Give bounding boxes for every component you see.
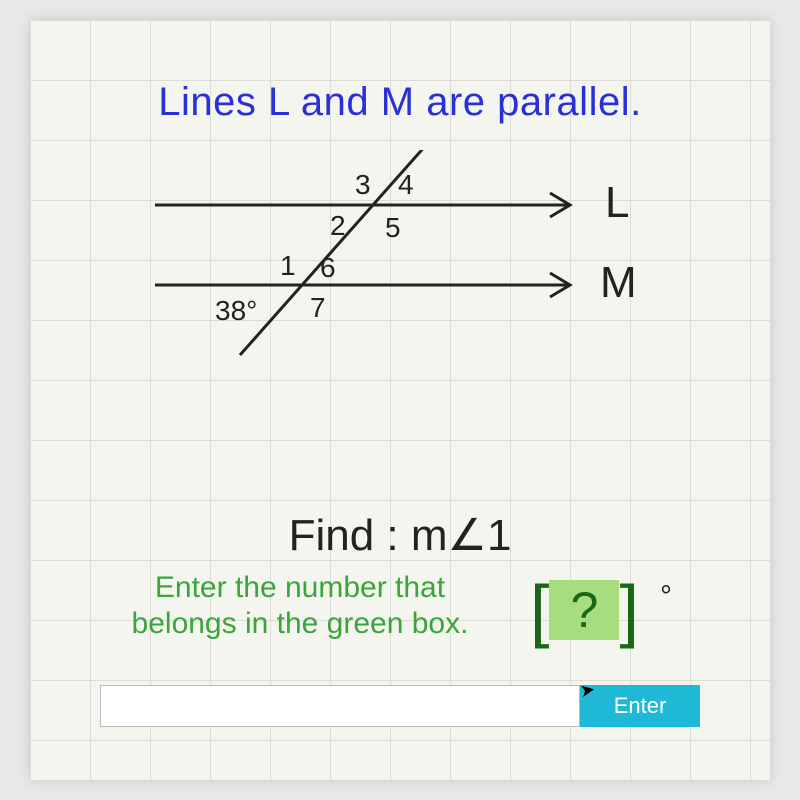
angle-5: 5 — [385, 212, 401, 243]
angle-3: 3 — [355, 169, 371, 200]
angle-4: 4 — [398, 169, 414, 200]
answer-box: [ ? ] — [530, 575, 650, 645]
prompt-line1: Enter the number that — [155, 571, 445, 604]
bracket-left: [ — [530, 580, 549, 640]
angle-1: 1 — [280, 250, 296, 281]
enter-button[interactable]: Enter — [580, 685, 700, 727]
line-m-label: M — [600, 258, 637, 308]
prompt-text: Enter the number that belongs in the gre… — [100, 570, 500, 642]
prompt-row: Enter the number that belongs in the gre… — [100, 570, 700, 660]
headline-text: Lines L and M are parallel. — [30, 80, 770, 125]
answer-placeholder[interactable]: ? — [549, 580, 619, 640]
prompt-line2: belongs in the green box. — [132, 607, 469, 640]
input-row: Enter — [100, 685, 700, 727]
geometry-diagram: 3 4 2 5 1 6 7 38° L M — [120, 150, 680, 370]
find-text: Find : m∠1 — [30, 510, 770, 561]
answer-input[interactable] — [100, 685, 580, 727]
cursor-icon: ➤ — [578, 679, 597, 702]
angle-2: 2 — [330, 210, 346, 241]
degree-symbol: ° — [660, 580, 672, 614]
bracket-right: ] — [619, 580, 638, 640]
worksheet-paper: Lines L and M are parallel. 3 4 2 5 1 6 … — [30, 20, 770, 780]
given-angle: 38° — [215, 295, 257, 326]
line-l-label: L — [605, 178, 629, 228]
angle-7: 7 — [310, 292, 326, 323]
angle-6: 6 — [320, 252, 336, 283]
